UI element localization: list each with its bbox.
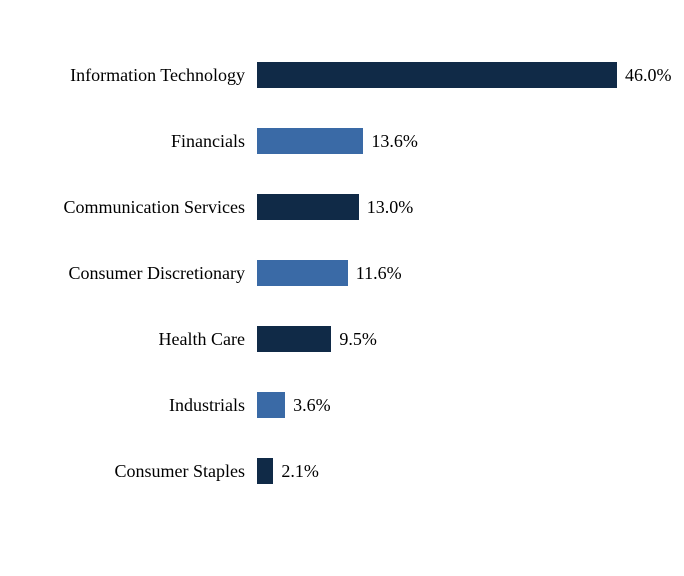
category-label: Financials xyxy=(0,131,257,152)
bar-row: Consumer Discretionary 11.6% xyxy=(0,260,684,286)
category-label: Industrials xyxy=(0,395,257,416)
bar xyxy=(257,260,348,286)
bar-wrap: 46.0% xyxy=(257,62,684,88)
bar-row: Information Technology 46.0% xyxy=(0,62,684,88)
value-label: 13.0% xyxy=(359,197,414,218)
bar xyxy=(257,392,285,418)
value-label: 13.6% xyxy=(363,131,418,152)
bar-wrap: 13.6% xyxy=(257,128,684,154)
category-label: Health Care xyxy=(0,329,257,350)
bar xyxy=(257,458,273,484)
bar-row: Communication Services 13.0% xyxy=(0,194,684,220)
value-label: 3.6% xyxy=(285,395,331,416)
sector-allocation-chart: Information Technology 46.0% Financials … xyxy=(0,0,684,576)
bar-row: Financials 13.6% xyxy=(0,128,684,154)
bar-wrap: 9.5% xyxy=(257,326,684,352)
bar-wrap: 13.0% xyxy=(257,194,684,220)
bar-row: Consumer Staples 2.1% xyxy=(0,458,684,484)
category-label: Information Technology xyxy=(0,65,257,86)
category-label: Consumer Discretionary xyxy=(0,263,257,284)
bar xyxy=(257,326,331,352)
bar-wrap: 3.6% xyxy=(257,392,684,418)
category-label: Communication Services xyxy=(0,197,257,218)
bar-wrap: 11.6% xyxy=(257,260,684,286)
value-label: 9.5% xyxy=(331,329,377,350)
bar xyxy=(257,62,617,88)
value-label: 2.1% xyxy=(273,461,319,482)
bar xyxy=(257,194,359,220)
bar-wrap: 2.1% xyxy=(257,458,684,484)
bar xyxy=(257,128,363,154)
bar-row: Health Care 9.5% xyxy=(0,326,684,352)
value-label: 46.0% xyxy=(617,65,672,86)
value-label: 11.6% xyxy=(348,263,402,284)
bar-row: Industrials 3.6% xyxy=(0,392,684,418)
category-label: Consumer Staples xyxy=(0,461,257,482)
